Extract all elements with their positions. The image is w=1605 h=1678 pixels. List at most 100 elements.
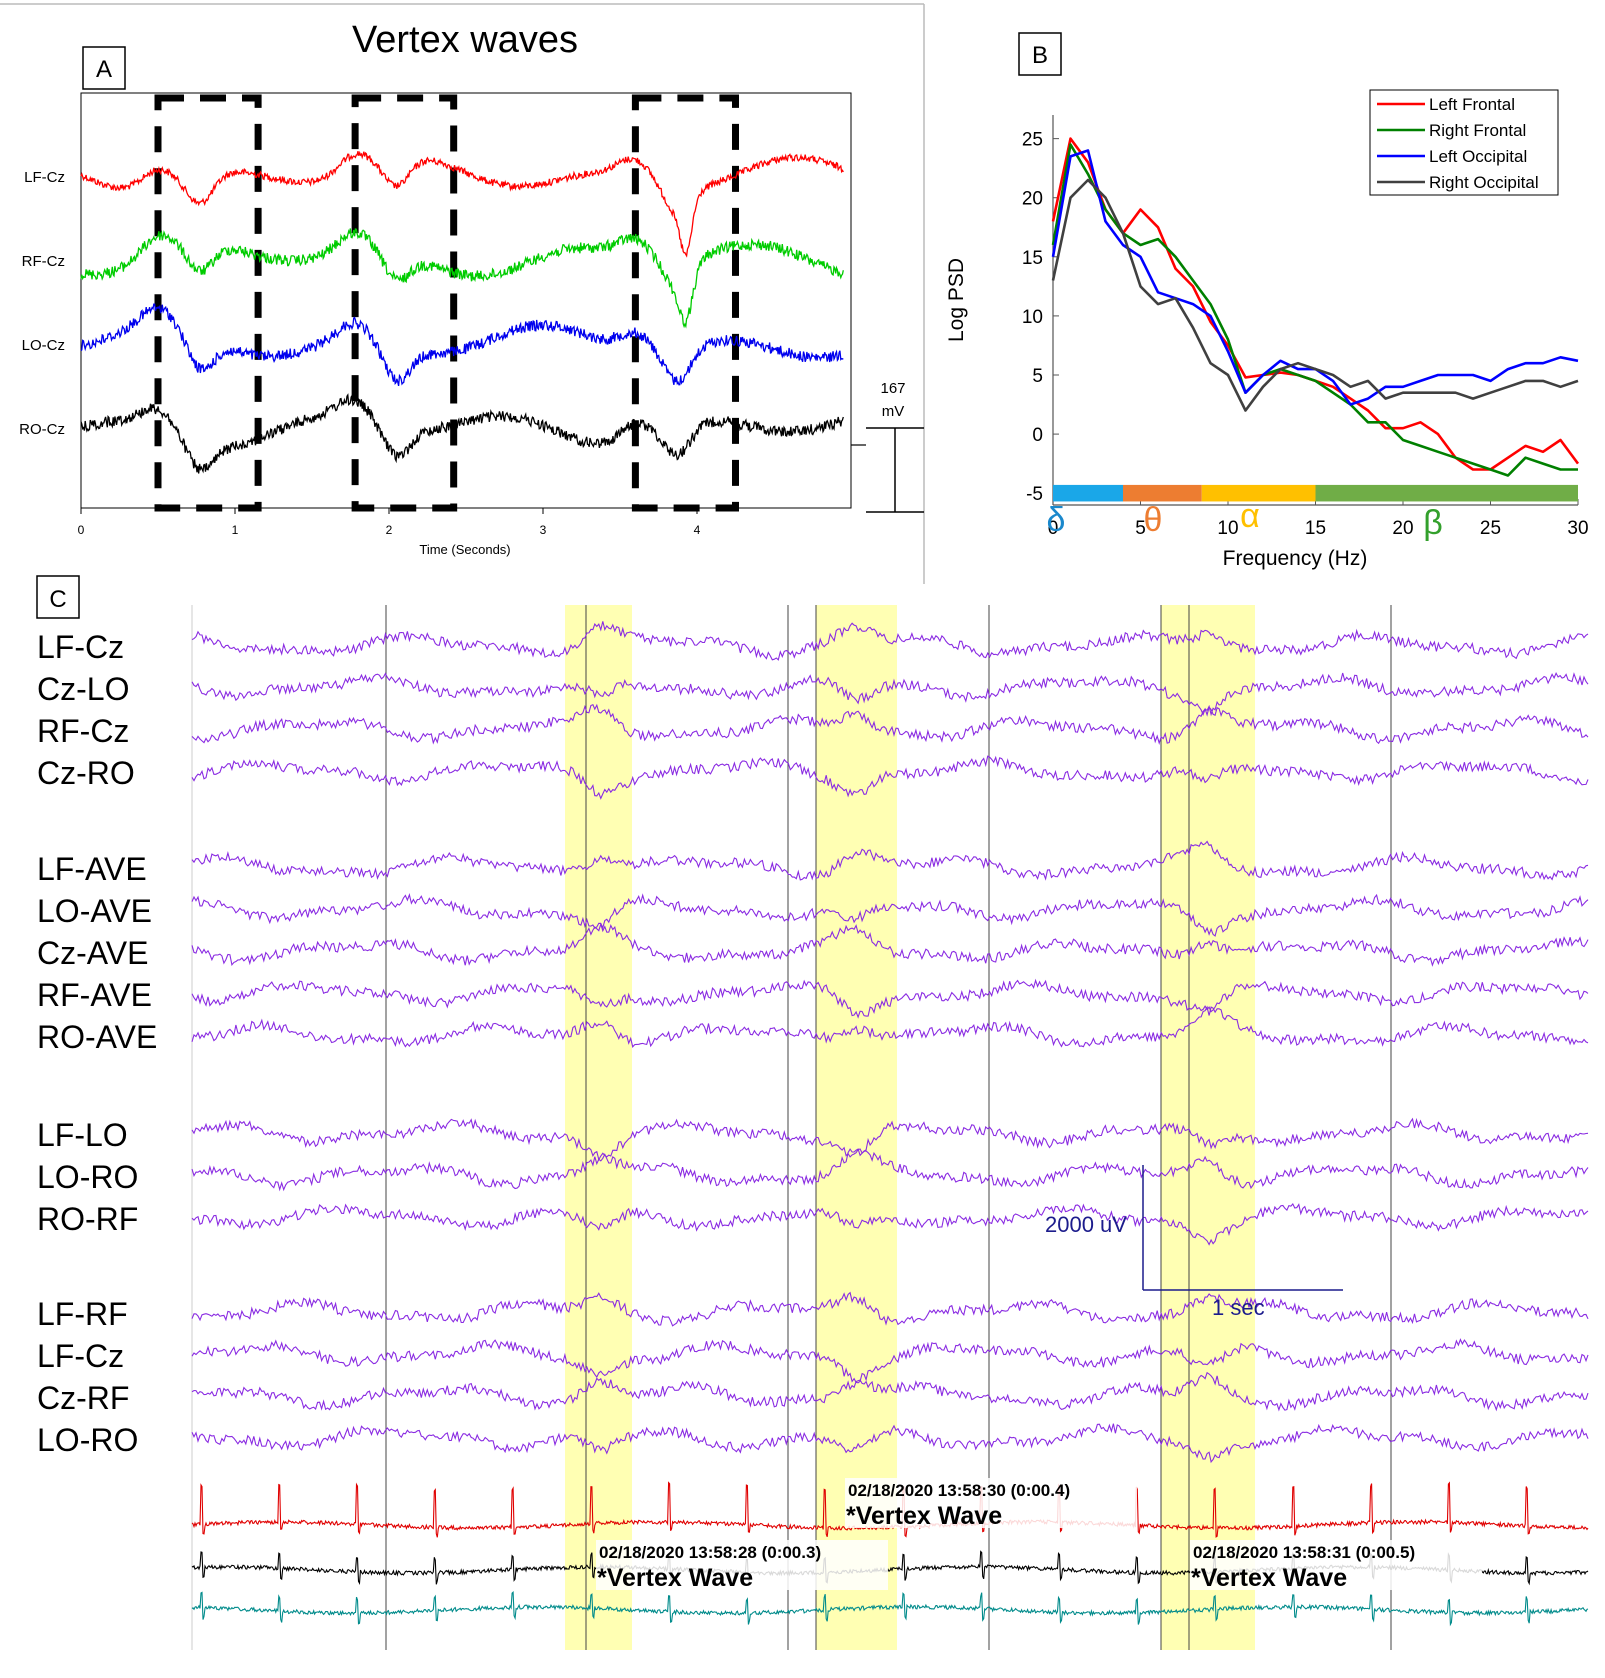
c-label-rf-cz: RF-Cz xyxy=(37,713,129,749)
c-label-cz-ro: Cz-RO xyxy=(37,755,135,791)
panel-c-eeg-trace-15 xyxy=(191,1371,1589,1412)
panel-b-band-alpha: α xyxy=(1240,497,1260,535)
annotation-timestamp-3: 02/18/2020 13:58:31 (0:00.5) xyxy=(1193,1543,1415,1562)
legend-label-left-frontal: Left Frontal xyxy=(1429,95,1515,114)
panel-a-highlight-windows xyxy=(154,94,740,512)
c-label-rf-ave: RF-AVE xyxy=(37,977,152,1013)
panel-c-highlight-1 xyxy=(565,605,632,1650)
panel-a: A Vertex waves LF-Cz RF-Cz LO-Cz RO-Cz 0… xyxy=(0,3,925,584)
panel-a-window-2 xyxy=(351,94,458,512)
panel-b-x-tick-30: 30 xyxy=(1567,518,1588,539)
panel-a-label-box xyxy=(82,46,126,90)
c-label-lf-ave: LF-AVE xyxy=(37,851,147,887)
panel-a-x-tick-3: 3 xyxy=(540,523,547,537)
c-scale-amplitude: 2000 uV xyxy=(1045,1212,1127,1237)
annotation-timestamp-1: 02/18/2020 13:58:28 (0:00.3) xyxy=(599,1543,821,1562)
panel-b-legend-box xyxy=(1369,89,1559,196)
panel-c-eeg-trace-11 xyxy=(191,1148,1589,1192)
panel-a-x-tick-1: 1 xyxy=(232,523,239,537)
panel-b-x-tick-10: 10 xyxy=(1217,518,1238,539)
panel-a-scale-value: 167 xyxy=(880,380,905,397)
panel-c-eeg-trace-5 xyxy=(191,840,1589,881)
legend-label-right-frontal: Right Frontal xyxy=(1429,121,1526,140)
panel-b-band-bar xyxy=(1053,484,1578,502)
panel-a-x-tick-2: 2 xyxy=(386,523,393,537)
panel-c-label-box xyxy=(36,575,80,619)
annotation-text-1: *Vertex Wave xyxy=(597,1564,753,1592)
panel-c-eeg-trace-1 xyxy=(191,621,1589,661)
panel-b-band-1 xyxy=(1123,484,1202,502)
c-label-lf-cz-2: LF-Cz xyxy=(37,1338,124,1374)
annotation-timestamp-2: 02/18/2020 13:58:30 (0:00.4) xyxy=(848,1481,1070,1500)
panel-b-band-0 xyxy=(1053,484,1123,502)
c-label-lo-ave: LO-AVE xyxy=(37,893,152,929)
c-label-ro-ave: RO-AVE xyxy=(37,1019,157,1055)
panel-b-y-tick-25: 25 xyxy=(1022,130,1043,151)
panel-a-x-tick-0: 0 xyxy=(78,523,85,537)
c-label-lf-rf: LF-RF xyxy=(37,1296,128,1332)
panel-a-plot-frame xyxy=(80,92,852,509)
c-label-lo-ro-2: LO-RO xyxy=(37,1422,138,1458)
panel-a-channel-label-4: RO-Cz xyxy=(19,421,65,438)
panel-b-band-beta: β xyxy=(1423,504,1443,542)
panel-b-y-tick-0: 0 xyxy=(1032,425,1043,446)
panel-b-line-right-frontal xyxy=(1051,143,1578,477)
panel-a-title: Vertex waves xyxy=(352,19,578,61)
annotation-bg-3 xyxy=(1190,1540,1482,1590)
panel-c-highlight-3 xyxy=(1161,605,1255,1650)
panel-a-window-3 xyxy=(631,94,740,512)
panel-a-trace-lo-cz xyxy=(80,303,844,387)
c-label-lf-lo: LF-LO xyxy=(37,1117,128,1153)
panel-a-x-label: Time (Seconds) xyxy=(419,542,510,557)
panel-c-eeg-traces xyxy=(191,621,1589,1464)
c-label-ro-rf: RO-RF xyxy=(37,1201,138,1237)
panel-c-ecg-trace-3 xyxy=(191,1591,1589,1627)
panel-b-band-theta: θ xyxy=(1144,501,1163,539)
panel-c: C LF-Cz Cz-LO RF-Cz Cz-RO LF-AVE LO-AVE … xyxy=(36,575,1589,1650)
panel-b-label-box xyxy=(1018,32,1062,76)
panel-b-x-tick-25: 25 xyxy=(1480,518,1501,539)
panel-c-eeg-trace-2 xyxy=(191,672,1589,717)
panel-b-band-3 xyxy=(1315,484,1578,502)
annotation-text-2: *Vertex Wave xyxy=(846,1502,1002,1530)
panel-b-legend: Left Frontal Right Frontal Left Occipita… xyxy=(1369,89,1559,196)
panel-b-x-tick-5: 5 xyxy=(1135,518,1146,539)
c-label-cz-ave: Cz-AVE xyxy=(37,935,148,971)
panel-c-annotations: 02/18/2020 13:58:28 (0:00.3) *Vertex Wav… xyxy=(596,1478,1482,1592)
panel-c-eeg-trace-8 xyxy=(191,978,1589,1019)
panel-b-x-label: Frequency (Hz) xyxy=(1223,547,1368,570)
panel-c-channel-labels: LF-Cz Cz-LO RF-Cz Cz-RO LF-AVE LO-AVE Cz… xyxy=(37,629,157,1458)
panel-a-trace-rf-cz xyxy=(80,228,844,329)
panel-a-trace-ro-cz xyxy=(80,393,844,474)
panel-c-eeg-trace-12 xyxy=(191,1203,1589,1246)
annotation-bg-2 xyxy=(845,1478,1137,1528)
panel-b-band-delta: δ xyxy=(1047,501,1066,539)
panel-b-series-lines xyxy=(1051,137,1580,477)
panel-c-second-markers xyxy=(385,605,1392,1650)
panel-b-x-tick-0: 0 xyxy=(1048,518,1059,539)
c-label-cz-rf: Cz-RF xyxy=(37,1380,129,1416)
legend-label-left-occipital: Left Occipital xyxy=(1429,147,1527,166)
c-label-lo-ro: LO-RO xyxy=(37,1159,138,1195)
c-label-lf-cz: LF-Cz xyxy=(37,629,124,665)
panel-b-y-tick-15: 15 xyxy=(1022,248,1043,269)
c-scale-time: 1 sec xyxy=(1212,1295,1265,1320)
panel-b-x-tick-20: 20 xyxy=(1392,518,1413,539)
panel-c-eeg-trace-6 xyxy=(191,893,1589,937)
panel-b-x-tick-15: 15 xyxy=(1305,518,1326,539)
panel-b-y-tick-20: 20 xyxy=(1022,189,1043,210)
panel-c-eeg-trace-9 xyxy=(191,1005,1589,1048)
panel-c-scale-bar: 2000 uV 1 sec xyxy=(1045,1165,1343,1320)
panel-a-channel-label-2: RF-Cz xyxy=(22,253,65,270)
panel-c-eeg-trace-3 xyxy=(191,703,1589,746)
annotation-text-3: *Vertex Wave xyxy=(1191,1564,1347,1592)
panel-a-window-1 xyxy=(154,94,262,512)
panel-c-label: C xyxy=(49,586,66,613)
panel-a-label: A xyxy=(96,56,112,83)
panel-a-channel-label-3: LO-Cz xyxy=(22,337,65,354)
panel-a-traces xyxy=(80,150,866,474)
legend-label-right-occipital: Right Occipital xyxy=(1429,173,1539,192)
annotation-bg-1 xyxy=(596,1540,888,1590)
